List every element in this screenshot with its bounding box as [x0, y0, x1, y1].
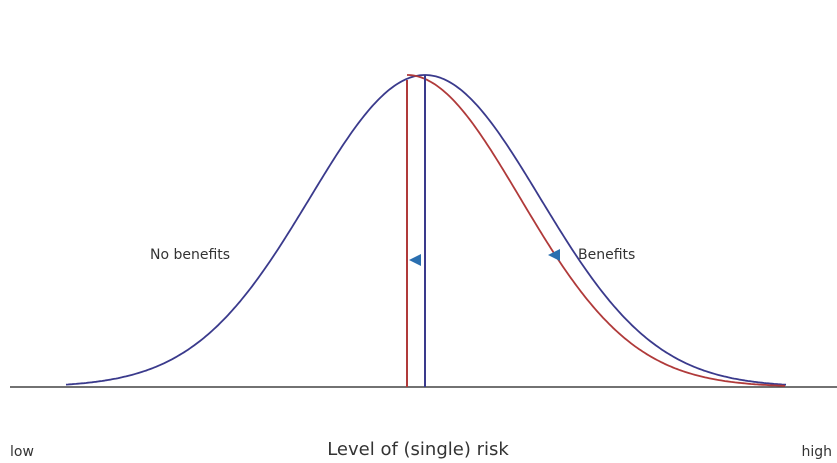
- label: Benefits: [578, 247, 635, 263]
- label: No benefits: [150, 247, 230, 263]
- axis-high: high: [801, 444, 832, 460]
- axis-title: Level of (single) risk: [327, 439, 509, 460]
- axis-low: low: [10, 444, 34, 460]
- shift-arrow: [409, 254, 421, 266]
- shift-arrow: [548, 249, 560, 261]
- benefits-curve: [407, 74, 785, 387]
